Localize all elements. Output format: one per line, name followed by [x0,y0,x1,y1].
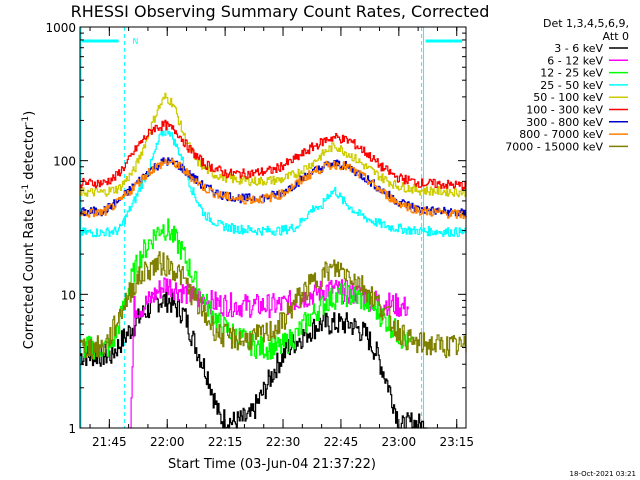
legend-entry: 7000 - 15000 keV [505,140,628,153]
series-line [80,92,467,198]
y-axis-label-mid: detector [22,124,37,184]
x-tick-label: 23:15 [439,435,474,449]
legend-entry: 3 - 6 keV [554,42,628,55]
x-axis-label: Start Time (03-Jun-04 21:37:22) [168,457,376,472]
legend-entry: 800 - 7000 keV [519,128,628,141]
legend-label: 100 - 300 keV [526,104,603,117]
y-tick-label: 10 [61,288,76,302]
y-axis-label: Corrected Count Rate (s-1 detector-1) [21,111,37,349]
y-tick-label: 100 [53,155,76,169]
x-tick-label: 21:45 [92,435,127,449]
y-axis-label-main: Corrected Count Rate (s [22,193,37,350]
legend-label: 800 - 7000 keV [519,128,603,141]
legend-label: 3 - 6 keV [554,42,603,55]
x-tick-label: 22:00 [150,435,185,449]
y-tick-label: 1 [68,422,76,436]
y-axis-label-sup2: -1 [21,116,31,125]
y-axis-label-sup1: -1 [21,184,31,193]
legend-label: 6 - 12 keV [547,54,603,67]
y-axis-label-end: ) [22,111,37,116]
observation-guides: N [80,27,463,428]
axes: 1 10 100 1000 21:45 22:00 22:15 22:30 22:45 23:00… [45,21,474,449]
footer-timestamp: 18-Oct-2021 03:21 [570,470,636,478]
chart-title: RHESSI Observing Summary Count Rates, Co… [71,2,490,21]
series-line [80,251,467,360]
legend-header-detectors: Det 1,3,4,5,6,9, [543,17,629,30]
x-tick-label: 23:00 [382,435,417,449]
legend-label: 25 - 50 keV [540,79,603,92]
legend-label: 50 - 100 keV [533,91,603,104]
night-marker-label: N [132,37,138,46]
x-tick-label: 22:15 [208,435,243,449]
legend-entry: 25 - 50 keV [540,79,628,92]
legend-label: 300 - 800 keV [526,116,603,129]
x-tick-label: 22:45 [324,435,359,449]
legend-entry: 12 - 25 keV [540,67,628,80]
plot-frame [79,26,467,429]
series-line [80,158,467,219]
legend-entry: 300 - 800 keV [526,116,628,129]
legend-entry: 6 - 12 keV [547,54,628,67]
svg-text:Corrected Count Rate (s-1 dete: Corrected Count Rate (s-1 detector-1) [21,111,37,349]
legend-label: 12 - 25 keV [540,67,603,80]
legend-entry: 50 - 100 keV [533,91,628,104]
y-tick-label: 1000 [45,21,76,35]
series-line [80,119,467,191]
legend-header-attenuator: Att 0 [603,30,629,43]
x-tick-label: 22:30 [266,435,301,449]
data-series [80,92,467,429]
legend-label: 7000 - 15000 keV [505,140,603,153]
legend-entry: 100 - 300 keV [526,104,628,117]
